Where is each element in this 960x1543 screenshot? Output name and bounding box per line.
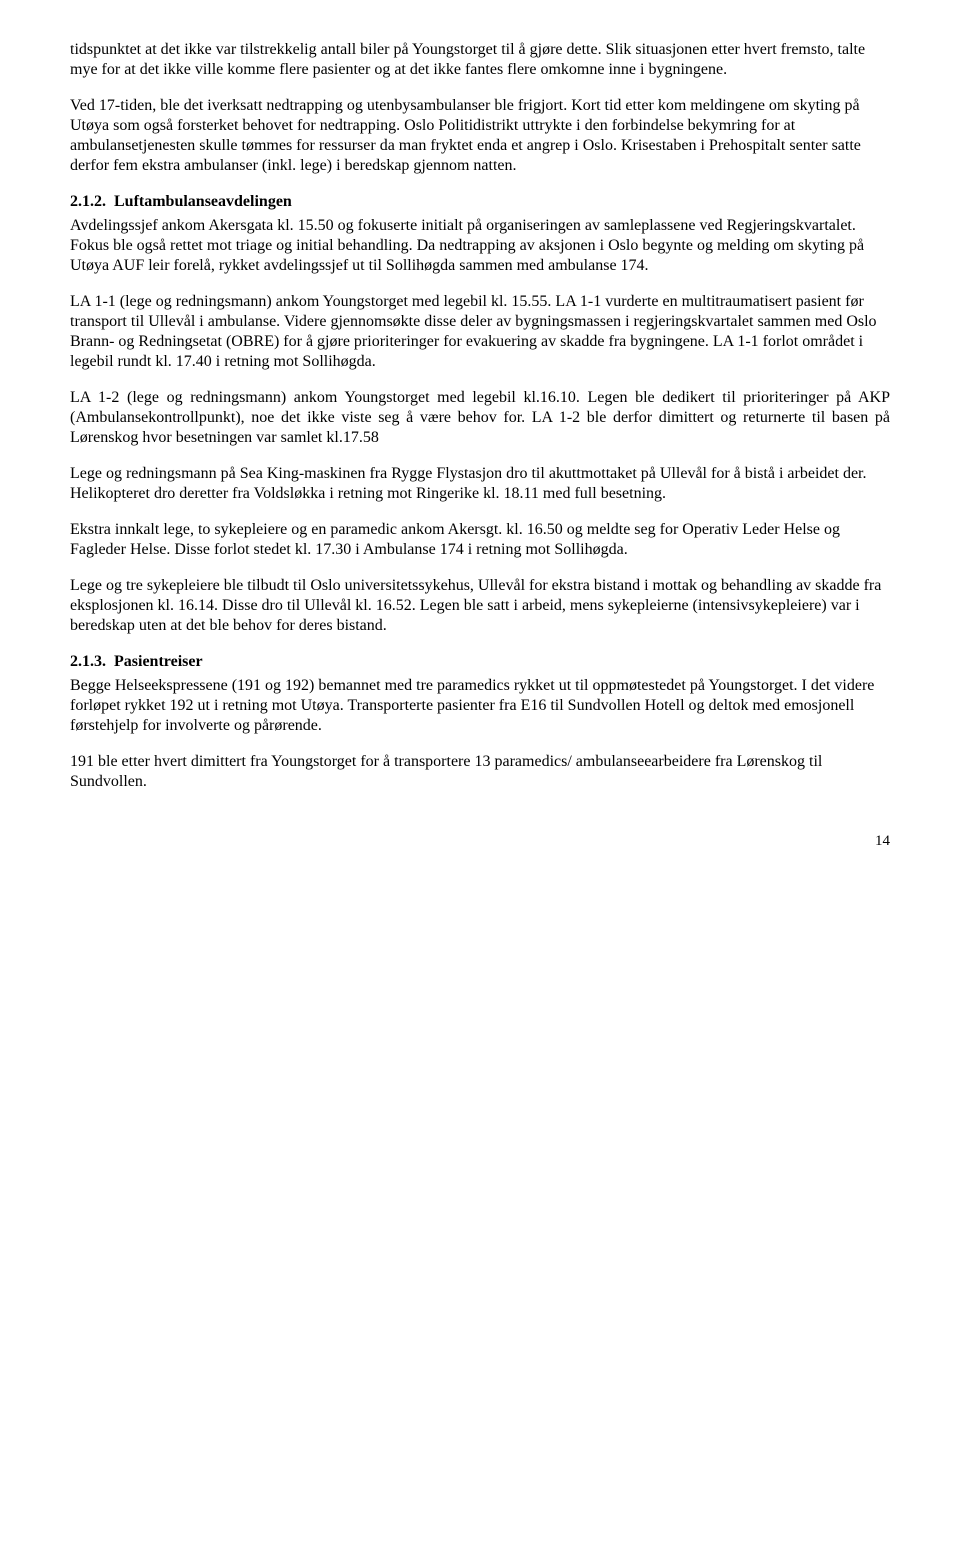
- page-number: 14: [70, 832, 890, 851]
- body-paragraph: Ekstra innkalt lege, to sykepleiere og e…: [70, 520, 890, 560]
- body-paragraph: tidspunktet at det ikke var tilstrekkeli…: [70, 40, 890, 80]
- body-paragraph: Avdelingssjef ankom Akersgata kl. 15.50 …: [70, 216, 890, 276]
- body-paragraph: LA 1-2 (lege og redningsmann) ankom Youn…: [70, 388, 890, 448]
- section-title: Luftambulanseavdelingen: [114, 193, 292, 210]
- body-paragraph: 191 ble etter hvert dimittert fra Youngs…: [70, 752, 890, 792]
- body-paragraph: LA 1-1 (lege og redningsmann) ankom Youn…: [70, 292, 890, 372]
- section-number: 2.1.3.: [70, 653, 106, 670]
- body-paragraph: Lege og redningsmann på Sea King-maskine…: [70, 464, 890, 504]
- body-paragraph: Begge Helseekspressene (191 og 192) bema…: [70, 676, 890, 736]
- body-paragraph: Lege og tre sykepleiere ble tilbudt til …: [70, 576, 890, 636]
- body-paragraph: Ved 17-tiden, ble det iverksatt nedtrapp…: [70, 96, 890, 176]
- section-number: 2.1.2.: [70, 193, 106, 210]
- section-title: Pasientreiser: [114, 653, 203, 670]
- section-heading-213: 2.1.3. Pasientreiser: [70, 652, 890, 672]
- section-heading-212: 2.1.2. Luftambulanseavdelingen: [70, 192, 890, 212]
